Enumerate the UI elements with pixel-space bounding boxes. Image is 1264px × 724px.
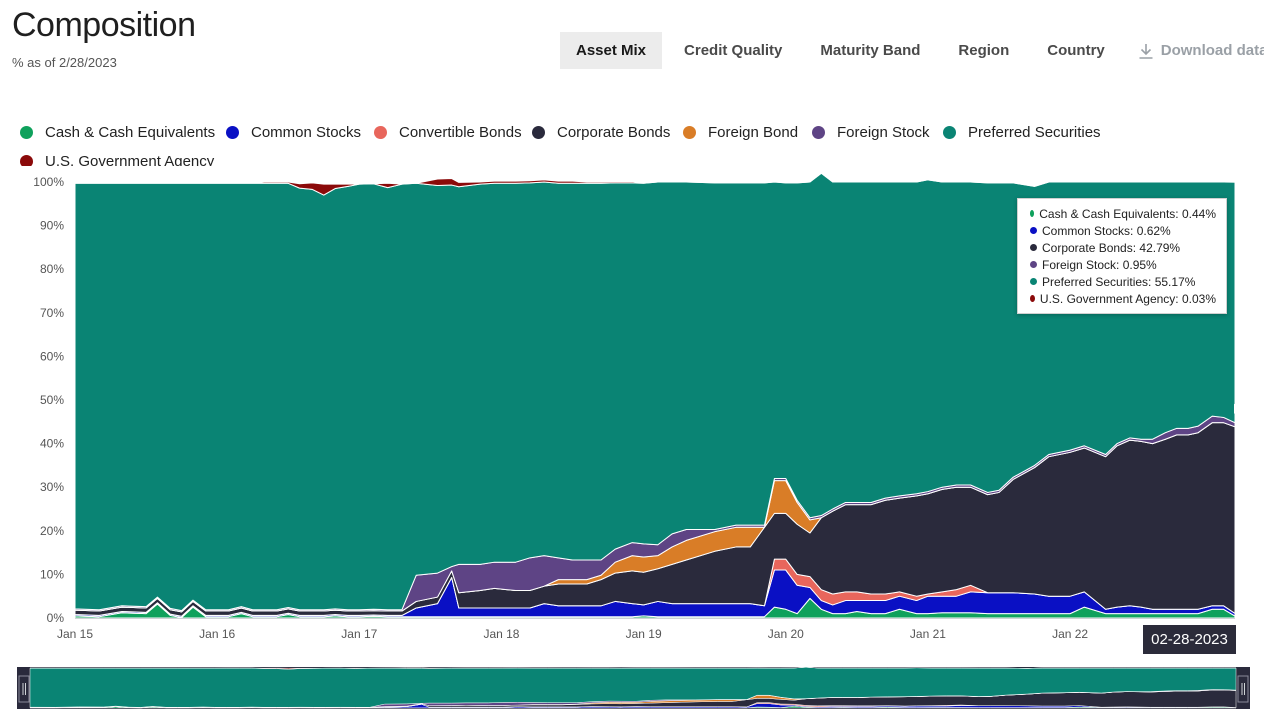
tooltip-row: Cash & Cash Equivalents: 0.44%	[1030, 205, 1216, 222]
tooltip-text: Foreign Stock: 0.95%	[1042, 257, 1157, 272]
navigator-left-handle-grip[interactable]	[18, 675, 30, 703]
legend-item-preferred-securities[interactable]: Preferred Securities	[943, 124, 1101, 141]
x-tick-label: Jan 17	[341, 627, 377, 641]
legend-dot	[226, 126, 239, 139]
legend-item-convertible-bonds[interactable]: Convertible Bonds	[374, 124, 522, 141]
legend-item-cash-and-cash-equivalents[interactable]: Cash & Cash Equivalents	[20, 124, 215, 141]
legend-label: Convertible Bonds	[399, 124, 522, 141]
legend-item-u-s-government-agency[interactable]: U.S. Government Agency	[20, 153, 214, 166]
y-tick-label: 60%	[40, 349, 64, 363]
navigator-right-handle[interactable]	[1237, 675, 1249, 703]
legend-label: Foreign Bond	[708, 124, 799, 141]
tab-country[interactable]: Country	[1047, 42, 1105, 59]
legend-item-foreign-stock[interactable]: Foreign Stock	[812, 124, 930, 141]
tooltip-text: U.S. Government Agency: 0.03%	[1039, 291, 1216, 306]
y-tick-label: 70%	[40, 306, 64, 320]
x-tick-label: Jan 22	[1052, 627, 1088, 641]
tooltip-row: U.S. Government Agency: 0.03%	[1030, 290, 1216, 307]
tooltip-row: Corporate Bonds: 42.79%	[1030, 239, 1216, 256]
asset-mix-area-chart: 0% 10% 20% 30% 40% 50% 60% 70% 80% 90% 100% Jan 15 J…	[33, 172, 1240, 641]
chart-tooltip: Cash & Cash Equivalents: 0.44% Common St…	[1017, 198, 1227, 314]
tooltip-pointer	[1234, 403, 1240, 414]
crosshair-date-badge: 02-28-2023	[1143, 625, 1236, 654]
y-tick-label: 80%	[40, 262, 64, 276]
tooltip-dot	[1030, 278, 1037, 285]
legend-label: Preferred Securities	[968, 124, 1101, 141]
navigator-area-u-s-government-agency	[30, 666, 1237, 670]
tab-region[interactable]: Region	[958, 42, 1010, 59]
y-tick-label: 30%	[40, 480, 64, 494]
legend-item-common-stocks[interactable]: Common Stocks	[226, 124, 361, 141]
legend-dot	[943, 126, 956, 139]
tab-asset-mix[interactable]: Asset Mix	[560, 32, 663, 69]
area-u-s-government-agency	[74, 172, 1236, 196]
tab-maturity-band[interactable]: Maturity Band	[820, 42, 921, 59]
tooltip-text: Corporate Bonds: 42.79%	[1042, 240, 1181, 255]
tooltip-dot	[1030, 295, 1035, 302]
legend-label: Corporate Bonds	[557, 124, 671, 141]
navigator-left-handle[interactable]	[18, 675, 30, 703]
y-tick-label: 0%	[47, 611, 65, 625]
legend-item-corporate-bonds[interactable]: Corporate Bonds	[532, 124, 670, 141]
tooltip-text: Cash & Cash Equivalents: 0.44%	[1039, 206, 1216, 221]
tooltip-text: Preferred Securities: 55.17%	[1042, 274, 1196, 289]
tooltip-row: Preferred Securities: 55.17%	[1030, 273, 1216, 290]
x-tick-label: Jan 19	[626, 627, 662, 641]
download-icon	[1139, 43, 1153, 59]
legend-dot	[812, 126, 825, 139]
download-data-label: Download data	[1160, 42, 1264, 59]
legend-label: Cash & Cash Equivalents	[45, 124, 216, 141]
legend-dot	[683, 126, 696, 139]
x-tick-label: Jan 16	[199, 627, 235, 641]
chart-legend: Cash & Cash Equivalents Common Stocks Conv…	[20, 124, 1200, 166]
download-data-button[interactable]: Download data	[1127, 32, 1264, 69]
x-tick-label: Jan 18	[483, 627, 519, 641]
legend-label: Common Stocks	[251, 124, 362, 141]
legend-dot	[374, 126, 387, 139]
y-tick-label: 20%	[40, 524, 64, 538]
page-title: Composition	[12, 6, 196, 44]
composition-tabs: Asset Mix Credit Quality Maturity Band R…	[560, 32, 1264, 69]
legend-dot	[532, 126, 545, 139]
legend-item-foreign-bond[interactable]: Foreign Bond	[683, 124, 798, 141]
tooltip-row: Common Stocks: 0.62%	[1030, 222, 1216, 239]
range-navigator[interactable]	[0, 664, 1264, 714]
tooltip-dot	[1030, 261, 1037, 268]
legend-dot	[20, 126, 33, 139]
legend-dot	[20, 155, 33, 166]
legend-label: U.S. Government Agency	[45, 153, 215, 166]
x-tick-label: Jan 15	[57, 627, 93, 641]
as-of-date: % as of 2/28/2023	[12, 55, 117, 70]
tooltip-dot	[1030, 244, 1037, 251]
tooltip-dot	[1030, 227, 1037, 234]
x-tick-label: Jan 20	[768, 627, 804, 641]
y-tick-label: 40%	[40, 437, 64, 451]
x-tick-label: Jan 21	[910, 627, 946, 641]
tooltip-row: Foreign Stock: 0.95%	[1030, 256, 1216, 273]
tab-credit-quality[interactable]: Credit Quality	[684, 42, 783, 59]
y-tick-label: 10%	[40, 567, 64, 581]
y-tick-label: 100%	[33, 175, 64, 189]
tooltip-text: Common Stocks: 0.62%	[1042, 223, 1171, 238]
legend-label: Foreign Stock	[837, 124, 930, 141]
navigator-right-handle-grip[interactable]	[1237, 675, 1249, 703]
y-tick-label: 90%	[40, 219, 64, 233]
tooltip-dot	[1030, 210, 1035, 217]
y-tick-label: 50%	[40, 393, 64, 407]
